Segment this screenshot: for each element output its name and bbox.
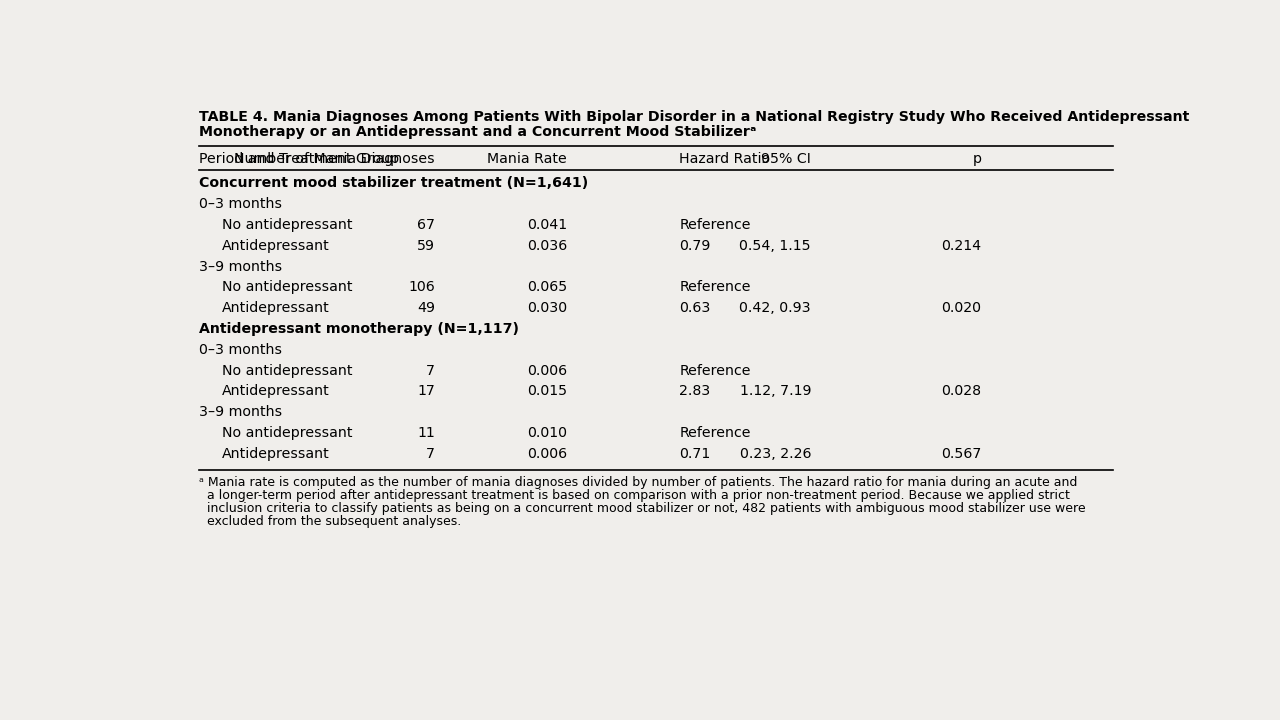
Text: Antidepressant monotherapy (N=1,117): Antidepressant monotherapy (N=1,117) [198, 322, 518, 336]
Text: 0.79: 0.79 [680, 239, 710, 253]
Text: Number of Mania Diagnoses: Number of Mania Diagnoses [234, 152, 435, 166]
Text: excluded from the subsequent analyses.: excluded from the subsequent analyses. [198, 516, 461, 528]
Text: TABLE 4. Mania Diagnoses Among Patients With Bipolar Disorder in a National Regi: TABLE 4. Mania Diagnoses Among Patients … [198, 109, 1189, 124]
Text: 0.006: 0.006 [527, 446, 567, 461]
Text: a longer-term period after antidepressant treatment is based on comparison with : a longer-term period after antidepressan… [198, 489, 1070, 502]
Text: 95% CI: 95% CI [762, 152, 812, 166]
Text: 7: 7 [426, 446, 435, 461]
Text: 0.54, 1.15: 0.54, 1.15 [740, 239, 812, 253]
Text: 0.006: 0.006 [527, 364, 567, 377]
Text: Antidepressant: Antidepressant [221, 301, 330, 315]
Text: 0.041: 0.041 [527, 218, 567, 232]
Text: 49: 49 [417, 301, 435, 315]
Text: 0–3 months: 0–3 months [198, 343, 282, 357]
Text: Reference: Reference [680, 218, 751, 232]
Text: 0.036: 0.036 [526, 239, 567, 253]
Text: 0.015: 0.015 [527, 384, 567, 398]
Text: 0.030: 0.030 [527, 301, 567, 315]
Text: 3–9 months: 3–9 months [198, 260, 282, 274]
Text: Period and Treatment Group: Period and Treatment Group [198, 152, 399, 166]
Text: 0–3 months: 0–3 months [198, 197, 282, 211]
Text: Monotherapy or an Antidepressant and a Concurrent Mood Stabilizerᵃ: Monotherapy or an Antidepressant and a C… [198, 125, 756, 139]
Text: 59: 59 [417, 239, 435, 253]
Text: Antidepressant: Antidepressant [221, 384, 330, 398]
Text: 106: 106 [408, 280, 435, 294]
Text: Antidepressant: Antidepressant [221, 446, 330, 461]
Text: 3–9 months: 3–9 months [198, 405, 282, 419]
Text: 0.065: 0.065 [526, 280, 567, 294]
Text: p: p [973, 152, 982, 166]
Text: Reference: Reference [680, 426, 751, 440]
Text: No antidepressant: No antidepressant [221, 218, 352, 232]
Text: 1.12, 7.19: 1.12, 7.19 [740, 384, 812, 398]
Text: 67: 67 [417, 218, 435, 232]
Text: No antidepressant: No antidepressant [221, 280, 352, 294]
Text: ᵃ Mania rate is computed as the number of mania diagnoses divided by number of p: ᵃ Mania rate is computed as the number o… [198, 476, 1078, 489]
Text: inclusion criteria to classify patients as being on a concurrent mood stabilizer: inclusion criteria to classify patients … [198, 503, 1085, 516]
Text: Reference: Reference [680, 280, 751, 294]
Text: 0.214: 0.214 [941, 239, 982, 253]
Text: 2.83: 2.83 [680, 384, 710, 398]
Text: Antidepressant: Antidepressant [221, 239, 330, 253]
Text: No antidepressant: No antidepressant [221, 364, 352, 377]
Text: No antidepressant: No antidepressant [221, 426, 352, 440]
Text: Concurrent mood stabilizer treatment (N=1,641): Concurrent mood stabilizer treatment (N=… [198, 176, 588, 191]
Text: 17: 17 [417, 384, 435, 398]
Text: 11: 11 [417, 426, 435, 440]
Text: 0.567: 0.567 [941, 446, 982, 461]
Text: 0.020: 0.020 [942, 301, 982, 315]
Text: 0.23, 2.26: 0.23, 2.26 [740, 446, 812, 461]
Text: 7: 7 [426, 364, 435, 377]
Text: 0.010: 0.010 [527, 426, 567, 440]
Text: Reference: Reference [680, 364, 751, 377]
Text: Hazard Ratio: Hazard Ratio [680, 152, 771, 166]
Text: 0.63: 0.63 [680, 301, 710, 315]
Text: 0.028: 0.028 [942, 384, 982, 398]
Text: Mania Rate: Mania Rate [488, 152, 567, 166]
Text: 0.71: 0.71 [680, 446, 710, 461]
Text: 0.42, 0.93: 0.42, 0.93 [740, 301, 812, 315]
